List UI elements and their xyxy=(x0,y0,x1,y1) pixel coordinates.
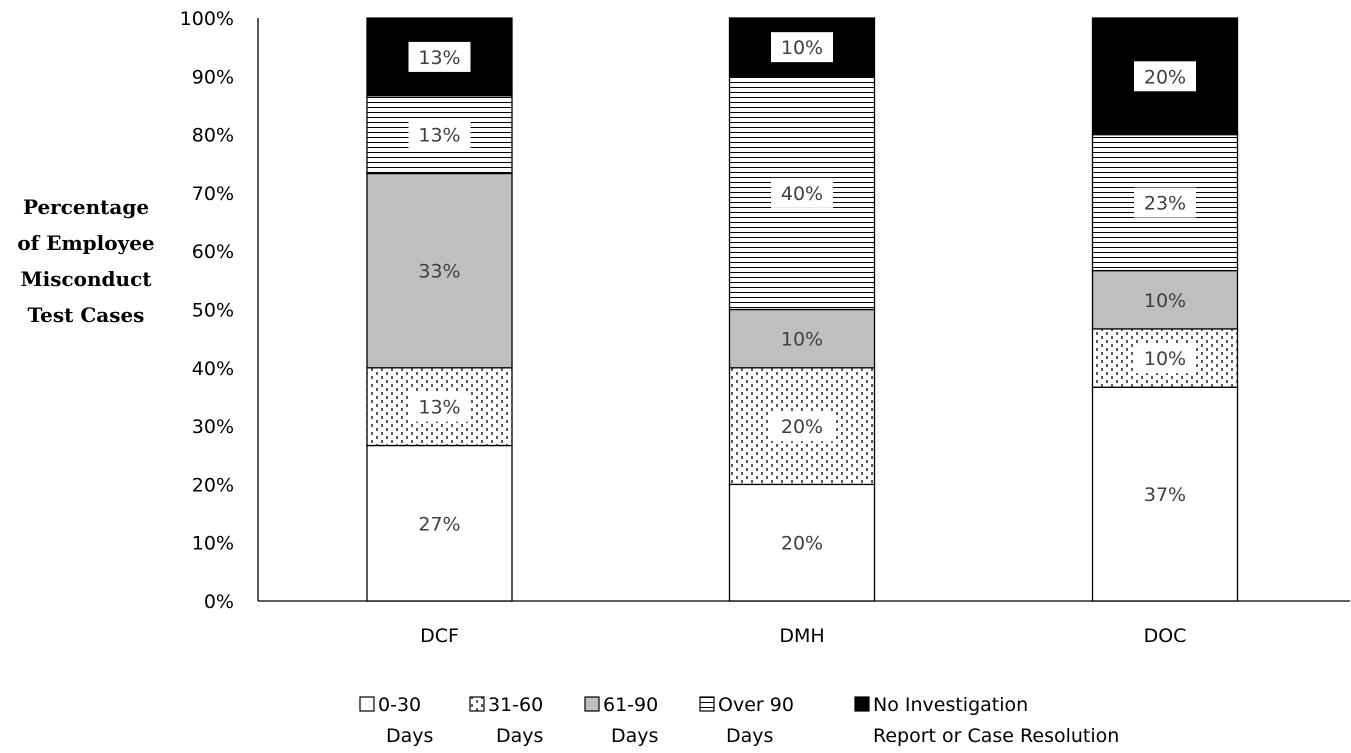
y-axis-title-line: Misconduct xyxy=(21,267,153,291)
data-label-box xyxy=(1134,479,1196,510)
data-label: 10% xyxy=(781,37,823,59)
legend-swatch xyxy=(469,696,485,712)
data-label: 10% xyxy=(1144,290,1186,312)
y-tick-label: 80% xyxy=(192,125,234,147)
data-label: 23% xyxy=(1144,193,1186,215)
y-axis-title-line: Test Cases xyxy=(28,303,145,327)
y-tick-label: 100% xyxy=(180,8,234,30)
data-label-box xyxy=(408,391,471,422)
data-label-box xyxy=(771,32,833,63)
y-tick-label: 60% xyxy=(192,241,234,263)
legend-label: 0-30 xyxy=(378,694,421,716)
y-tick-label: 10% xyxy=(192,533,234,555)
data-label: 40% xyxy=(781,183,823,205)
data-label: 13% xyxy=(418,125,460,147)
bar-segment xyxy=(1091,269,1239,330)
legend-label-line2: Report or Case Resolution xyxy=(873,725,1119,747)
data-label-box xyxy=(771,177,833,208)
data-label: 27% xyxy=(418,513,460,535)
data-label: 20% xyxy=(781,416,823,438)
legend-swatch xyxy=(584,696,600,712)
legend-label-line2: Days xyxy=(726,725,773,747)
data-label: 10% xyxy=(1144,348,1186,370)
legend-label: Over 90 xyxy=(718,694,794,716)
legend-label: 31-60 xyxy=(488,694,543,716)
legend-label: 61-90 xyxy=(603,694,658,716)
y-axis-title-line: Percentage xyxy=(23,195,149,219)
y-tick-label: 20% xyxy=(192,474,234,496)
y-tick-label: 50% xyxy=(192,300,234,322)
x-tick-label: DOC xyxy=(1144,625,1187,647)
data-label: 37% xyxy=(1144,484,1186,506)
legend-swatch xyxy=(359,696,375,712)
data-label-box xyxy=(408,119,471,150)
data-label-box xyxy=(1134,343,1196,374)
data-label: 13% xyxy=(418,397,460,419)
y-tick-label: 40% xyxy=(192,358,234,380)
data-label: 33% xyxy=(418,261,460,283)
y-axis-title-line: of Employee xyxy=(17,231,154,255)
x-tick-label: DMH xyxy=(779,625,824,647)
data-label: 20% xyxy=(1144,66,1186,88)
data-label: 20% xyxy=(781,533,823,555)
legend-label-line2: Days xyxy=(386,725,433,747)
y-tick-label: 70% xyxy=(192,183,234,205)
data-label: 10% xyxy=(781,329,823,351)
data-label-box xyxy=(408,508,471,539)
x-tick-label: DCF xyxy=(420,625,459,647)
legend-label-line2: Days xyxy=(496,725,543,747)
data-label: 13% xyxy=(418,47,460,69)
y-tick-label: 0% xyxy=(204,591,234,613)
bar-segment xyxy=(728,308,876,369)
legend-label: No Investigation xyxy=(873,694,1028,716)
y-tick-label: 90% xyxy=(192,66,234,88)
legend-swatch xyxy=(699,696,715,712)
data-label-box xyxy=(1134,187,1196,218)
data-label-box xyxy=(1134,61,1196,92)
data-label-box xyxy=(771,527,833,558)
data-label-box xyxy=(771,411,833,442)
data-label-box xyxy=(408,41,471,72)
legend-label-line2: Days xyxy=(611,725,658,747)
bar-segment xyxy=(366,172,513,369)
legend-swatch xyxy=(854,696,870,712)
y-tick-label: 30% xyxy=(192,416,234,438)
